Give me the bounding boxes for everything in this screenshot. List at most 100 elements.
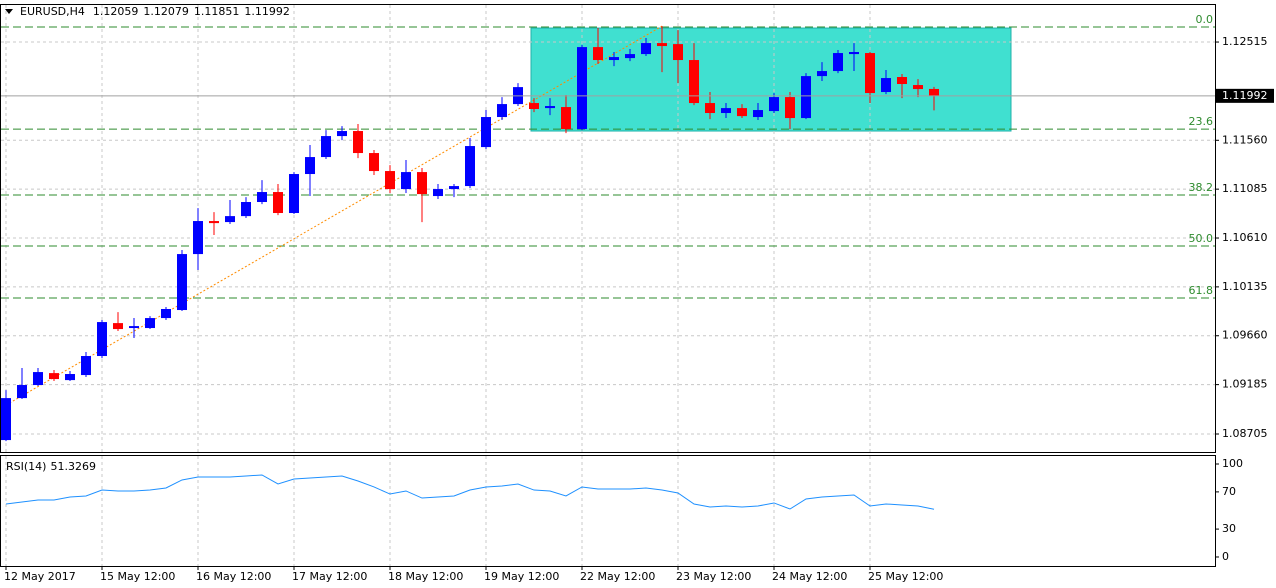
candle-body: [929, 88, 939, 96]
rsi-value: 51.3269: [50, 460, 96, 473]
y-tick-label: 1.10610: [1222, 231, 1268, 244]
y-tick-label: 1.12515: [1222, 35, 1268, 48]
candle-body: [673, 44, 683, 61]
candle-body: [305, 157, 315, 175]
rsi-y-tick-label: 70: [1222, 485, 1236, 498]
candle-body: [769, 97, 779, 112]
candle-body: [705, 103, 715, 114]
y-tick-label: 1.08705: [1222, 427, 1268, 440]
x-tick-label: 19 May 12:00: [484, 570, 559, 583]
candle-body: [529, 103, 539, 110]
x-tick-label: 16 May 12:00: [196, 570, 271, 583]
y-tick-label: 1.11085: [1222, 182, 1268, 195]
candle-body: [353, 131, 363, 154]
candle-body: [881, 78, 891, 93]
x-tick-label: 18 May 12:00: [388, 570, 463, 583]
rsi-header: RSI(14) 51.3269: [6, 460, 96, 473]
candle-body: [593, 47, 603, 61]
fib-label: 0.0: [1196, 13, 1214, 26]
candle-body: [737, 108, 747, 117]
candle-body: [273, 192, 283, 214]
candle-body: [833, 53, 843, 72]
chart-header: EURUSD,H4 1.12059 1.12079 1.11851 1.11992: [20, 5, 290, 18]
candle-body: [641, 43, 651, 55]
candle-body: [257, 192, 267, 203]
header-value: 1.11851: [194, 5, 240, 18]
candle-body: [161, 309, 171, 319]
candle-body: [481, 117, 491, 148]
candle-body: [369, 153, 379, 172]
price-panel-border: [0, 4, 1216, 453]
candle-body: [289, 174, 299, 214]
candle-body: [561, 107, 571, 130]
rsi-panel-border: [0, 455, 1216, 567]
x-tick-label: 25 May 12:00: [868, 570, 943, 583]
candle-body: [449, 186, 459, 190]
rsi-line: [5, 474, 935, 510]
candle-body: [49, 373, 59, 380]
candle-body: [577, 47, 587, 130]
candle-body: [865, 53, 875, 94]
candle-body: [657, 43, 667, 47]
header-value: EURUSD,H4: [20, 5, 85, 18]
candle-body: [689, 60, 699, 104]
candle-body: [65, 374, 75, 381]
candle-body: [401, 172, 411, 190]
y-tick-label: 1.11560: [1222, 133, 1268, 146]
header-value: 1.11992: [244, 5, 290, 18]
menu-icon: [5, 9, 13, 14]
rsi-title: RSI(14): [6, 460, 46, 473]
candle-body: [321, 136, 331, 158]
y-tick-label: 1.09660: [1222, 329, 1268, 342]
candle-body: [209, 221, 219, 224]
candle-body: [545, 106, 555, 109]
candle-body: [97, 322, 107, 357]
header-value: 1.12079: [143, 5, 189, 18]
candle-body: [177, 254, 187, 311]
candle-body: [241, 202, 251, 217]
rsi-y-tick-label: 0: [1222, 550, 1229, 563]
candle-body: [337, 131, 347, 137]
candle-body: [385, 171, 395, 190]
y-tick-label: 1.10135: [1222, 280, 1268, 293]
fib-label: 38.2: [1189, 181, 1214, 194]
x-tick-label: 22 May 12:00: [580, 570, 655, 583]
candle-body: [785, 97, 795, 119]
fib-label: 61.8: [1189, 284, 1214, 297]
candle-body: [433, 189, 443, 197]
candle-body: [417, 172, 427, 195]
candle-body: [849, 52, 859, 55]
candle-body: [1, 398, 11, 441]
x-tick-label: 23 May 12:00: [676, 570, 751, 583]
x-tick-label: 24 May 12:00: [772, 570, 847, 583]
header-value: 1.12059: [93, 5, 139, 18]
candle-body: [497, 104, 507, 118]
candle-body: [193, 221, 203, 255]
fib-label: 50.0: [1189, 232, 1214, 245]
candle-body: [609, 57, 619, 61]
candle-body: [465, 146, 475, 187]
x-tick-label: 12 May 2017: [4, 570, 76, 583]
current-price-box: [1216, 88, 1274, 103]
candle-body: [897, 77, 907, 85]
candle-body: [225, 216, 235, 223]
current-price-label: 1.11992: [1222, 89, 1268, 102]
candle-body: [129, 326, 139, 329]
candle-body: [801, 76, 811, 119]
y-tick-label: 1.09185: [1222, 378, 1268, 391]
range-rectangle: [530, 27, 1012, 132]
x-tick-label: 17 May 12:00: [292, 570, 367, 583]
rsi-y-tick-label: 30: [1222, 522, 1236, 535]
x-tick-label: 15 May 12:00: [100, 570, 175, 583]
rsi-y-tick-label: 100: [1222, 457, 1243, 470]
candle-body: [113, 323, 123, 330]
candle-body: [625, 54, 635, 59]
candle-body: [81, 356, 91, 376]
candle-body: [817, 71, 827, 77]
candle-body: [145, 318, 155, 329]
fib-label: 23.6: [1189, 115, 1214, 128]
candle-body: [913, 85, 923, 90]
candle-body: [33, 372, 43, 386]
